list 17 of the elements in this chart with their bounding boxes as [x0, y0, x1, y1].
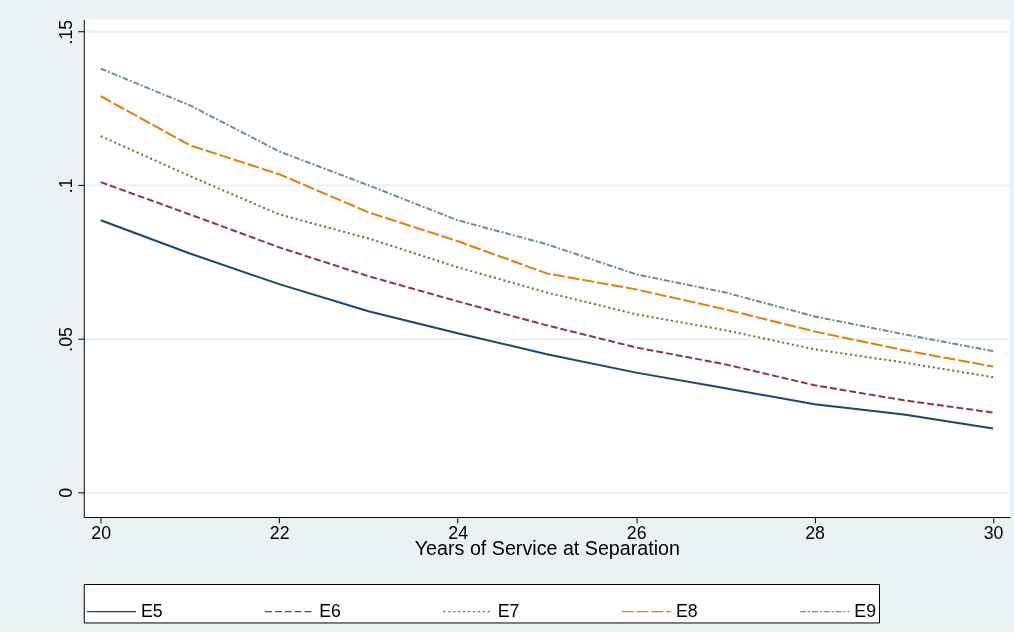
x-tick-label: 26 — [626, 523, 647, 544]
y-tick-label: .05 — [56, 326, 77, 352]
legend-label: E9 — [854, 600, 877, 621]
x-tick-label: 20 — [91, 523, 112, 544]
legend-label: E5 — [140, 600, 163, 621]
legend-label: E7 — [497, 600, 520, 621]
x-tick-label: 22 — [269, 523, 290, 544]
legend-label: E8 — [676, 600, 698, 621]
y-tick-label: .1 — [56, 178, 77, 194]
x-tick-label: 28 — [805, 523, 826, 544]
x-tick-label: 30 — [983, 523, 1004, 544]
line-series — [99, 219, 995, 430]
line-series — [99, 135, 995, 379]
y-tick-label: .15 — [56, 19, 77, 45]
legend-label: E6 — [319, 600, 342, 621]
y-tick-label: 0 — [56, 487, 77, 498]
line-series — [99, 181, 995, 414]
